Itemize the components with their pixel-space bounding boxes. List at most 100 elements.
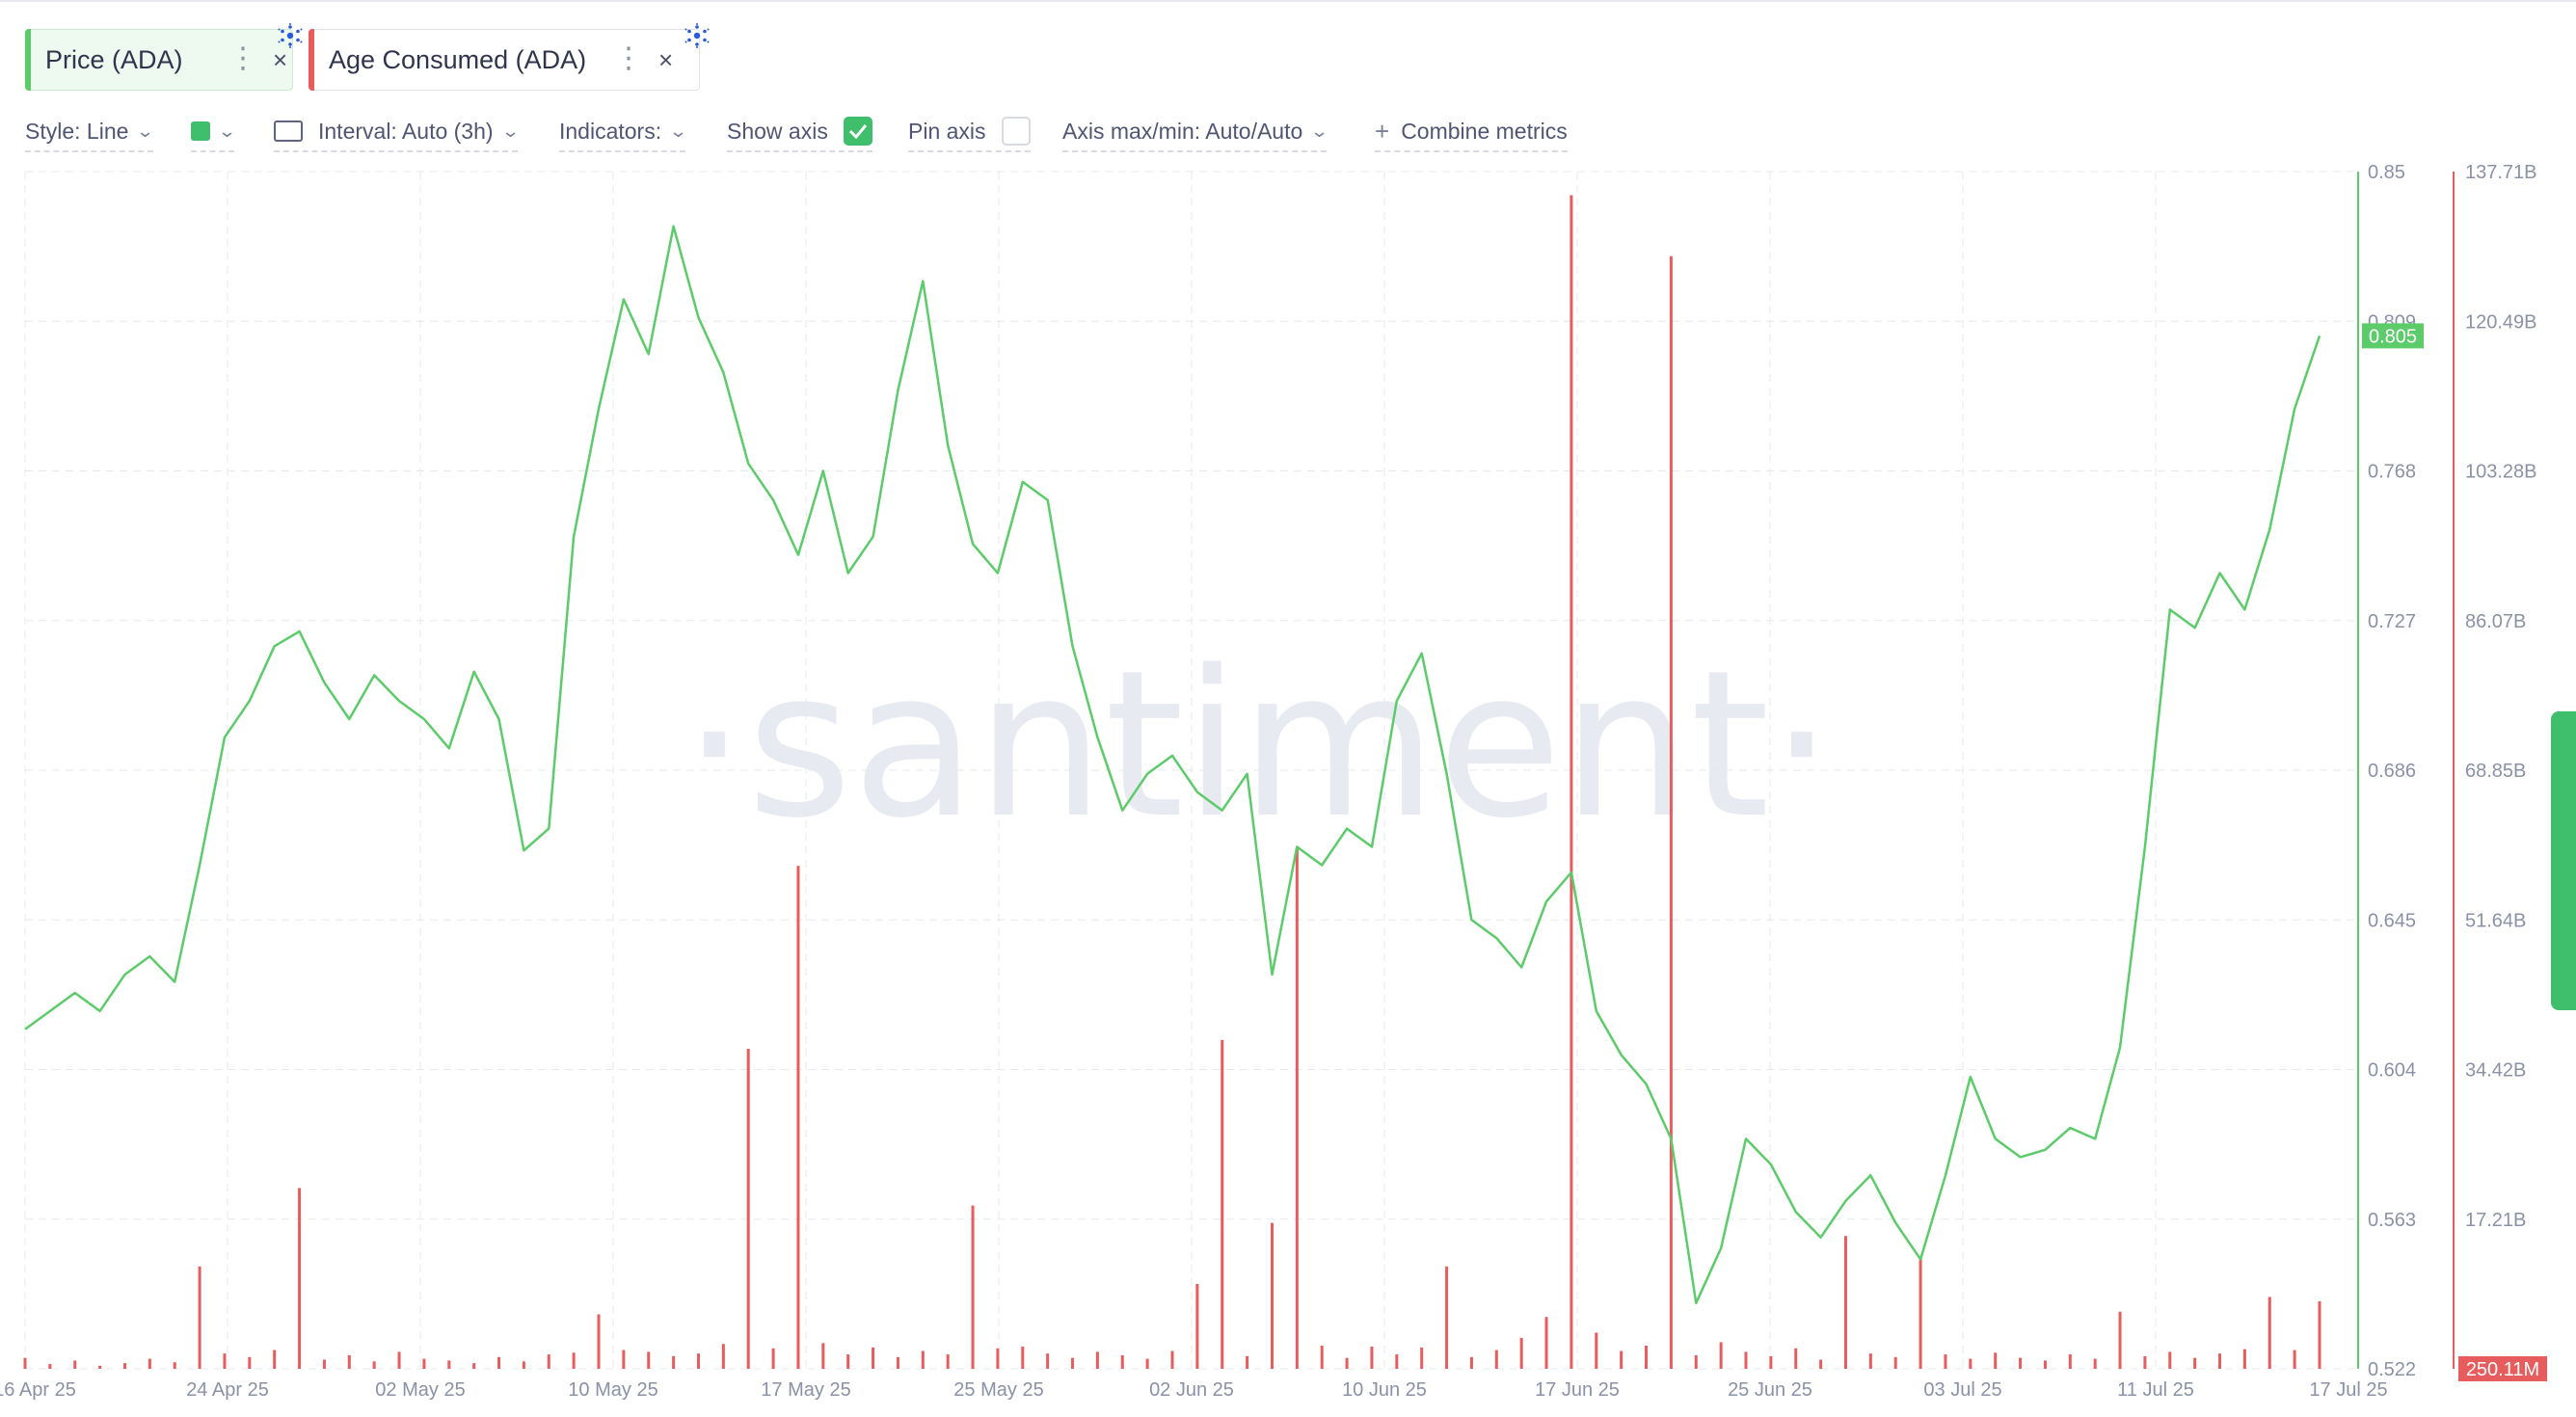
- indicators-dropdown[interactable]: Indicators: ⌄: [559, 112, 688, 152]
- age-consumed-bar: [1994, 1352, 1998, 1369]
- close-icon[interactable]: ×: [658, 45, 674, 74]
- cardano-icon: [278, 23, 303, 48]
- style-label: Style: Line: [25, 118, 129, 144]
- age-consumed-bar: [1769, 1355, 1773, 1369]
- age-consumed-bar: [522, 1361, 525, 1369]
- metric-label-price: Price (ADA): [45, 44, 183, 74]
- age-consumed-bar: [1395, 1354, 1399, 1369]
- close-icon[interactable]: ×: [273, 45, 288, 74]
- price-tick-label: 0.604: [2368, 1060, 2416, 1082]
- interval-icon: [274, 120, 303, 142]
- age-consumed-bar: [872, 1347, 875, 1369]
- age-consumed-bar: [647, 1351, 651, 1369]
- age-consumed-bar: [1469, 1356, 1473, 1369]
- age-consumed-bar: [248, 1356, 252, 1369]
- age-consumed-bar: [746, 1048, 750, 1369]
- age-tick-label: 17.21B: [2465, 1210, 2526, 1231]
- age-consumed-bar: [1095, 1351, 1099, 1369]
- show-axis-label: Show axis: [727, 118, 828, 144]
- price-line: [24, 225, 2321, 1305]
- age-consumed-bar: [2218, 1353, 2222, 1369]
- show-axis-checkbox[interactable]: [843, 117, 872, 146]
- show-axis-toggle[interactable]: Show axis: [727, 112, 872, 152]
- age-consumed-bar: [2267, 1297, 2271, 1369]
- age-consumed-bar: [2093, 1358, 2097, 1369]
- age-consumed-bar: [1270, 1222, 1274, 1369]
- age-tick-label: 86.07B: [2465, 611, 2526, 632]
- age-tick-label: 103.28B: [2465, 462, 2537, 483]
- age-consumed-bar: [2019, 1357, 2023, 1369]
- age-consumed-bar: [1744, 1351, 1748, 1369]
- age-consumed-bar: [946, 1354, 950, 1369]
- age-consumed-bar: [796, 866, 800, 1369]
- menu-dots-icon[interactable]: ⋮: [228, 42, 257, 74]
- age-consumed-bar: [1071, 1357, 1075, 1369]
- age-min-label: 250.11M: [2466, 1359, 2539, 1380]
- grid-lines: [24, 171, 2358, 1370]
- age-consumed-bar: [98, 1365, 102, 1369]
- age-consumed-bar: [322, 1359, 326, 1369]
- age-consumed-bar: [122, 1363, 126, 1369]
- age-consumed-bar: [1669, 255, 1673, 1370]
- age-consumed-bar: [696, 1353, 700, 1369]
- price-tick-label: 0.768: [2368, 462, 2416, 483]
- age-consumed-bar: [1519, 1337, 1523, 1369]
- age-consumed-bar: [1021, 1346, 1025, 1369]
- age-consumed-bar: [771, 1348, 775, 1369]
- plus-icon: +: [1375, 116, 1390, 146]
- age-consumed-bar: [1295, 848, 1299, 1369]
- age-consumed-bar: [1944, 1354, 1947, 1369]
- axis-maxmin-dropdown[interactable]: Axis max/min: Auto/Auto ⌄: [1062, 112, 1329, 152]
- interval-label: Interval: Auto (3h): [318, 118, 494, 144]
- age-consumed-bar: [1420, 1347, 1424, 1369]
- age-consumed-bar: [1246, 1355, 1249, 1369]
- x-tick-label: 03 Jul 25: [1923, 1379, 2001, 1401]
- combine-metrics-button[interactable]: + Combine metrics: [1375, 112, 1568, 152]
- age-tick-label: 120.49B: [2465, 311, 2537, 333]
- age-consumed-bar: [198, 1266, 201, 1369]
- interval-dropdown[interactable]: Interval: Auto (3h) ⌄: [274, 112, 520, 152]
- metric-chip-age-consumed[interactable]: Age Consumed (ADA) ⋮ ×: [309, 29, 700, 91]
- color-picker[interactable]: ⌄: [191, 112, 236, 152]
- menu-dots-icon[interactable]: ⋮: [614, 42, 643, 74]
- style-dropdown[interactable]: Style: Line ⌄: [25, 112, 155, 152]
- age-consumed-bar: [921, 1350, 925, 1369]
- price-tick-label: 0.522: [2368, 1359, 2416, 1380]
- side-panel-tab[interactable]: [2551, 711, 2576, 1010]
- age-consumed-bar: [2242, 1349, 2246, 1369]
- metric-color-edge: [25, 29, 31, 91]
- color-swatch: [191, 121, 210, 141]
- age-consumed-bar: [1595, 1332, 1598, 1369]
- x-tick-label: 17 Jul 25: [2309, 1379, 2387, 1401]
- age-consumed-bar: [1221, 1039, 1224, 1369]
- metric-chip-price[interactable]: Price (ADA) ⋮ ×: [25, 29, 293, 91]
- age-consumed-bar: [821, 1343, 825, 1369]
- x-tick-label: 10 Jun 25: [1342, 1379, 1427, 1401]
- pin-axis-checkbox[interactable]: [1001, 117, 1031, 146]
- check-icon: [848, 124, 867, 139]
- age-consumed-bar: [397, 1351, 401, 1369]
- top-divider: [0, 0, 2576, 2]
- price-tick-label: 0.563: [2368, 1210, 2416, 1231]
- x-tick-label: 25 May 25: [953, 1379, 1043, 1401]
- age-consumed-bar: [2193, 1357, 2197, 1369]
- age-consumed-bar: [896, 1356, 899, 1369]
- age-consumed-bar: [1694, 1354, 1698, 1369]
- price-tick-label: 0.727: [2368, 611, 2416, 632]
- age-consumed-bar: [572, 1352, 576, 1369]
- pin-axis-toggle[interactable]: Pin axis: [908, 112, 1031, 152]
- age-consumed-bar: [2318, 1300, 2321, 1369]
- age-consumed-bar: [1794, 1348, 1798, 1369]
- price-tick-label: 0.686: [2368, 761, 2416, 782]
- x-tick-label: 17 Jun 25: [1535, 1379, 1620, 1401]
- age-consumed-bar: [1893, 1356, 1897, 1369]
- age-tick-label: 34.42B: [2465, 1060, 2526, 1082]
- age-consumed-bar: [622, 1350, 626, 1369]
- age-consumed-bar: [347, 1354, 351, 1369]
- age-consumed-bar: [1494, 1350, 1498, 1369]
- x-tick-label: 17 May 25: [761, 1379, 850, 1401]
- x-tick-label: 16 Apr 25: [0, 1379, 76, 1401]
- chevron-down-icon: ⌄: [668, 120, 688, 141]
- age-consumed-bar: [1195, 1283, 1199, 1369]
